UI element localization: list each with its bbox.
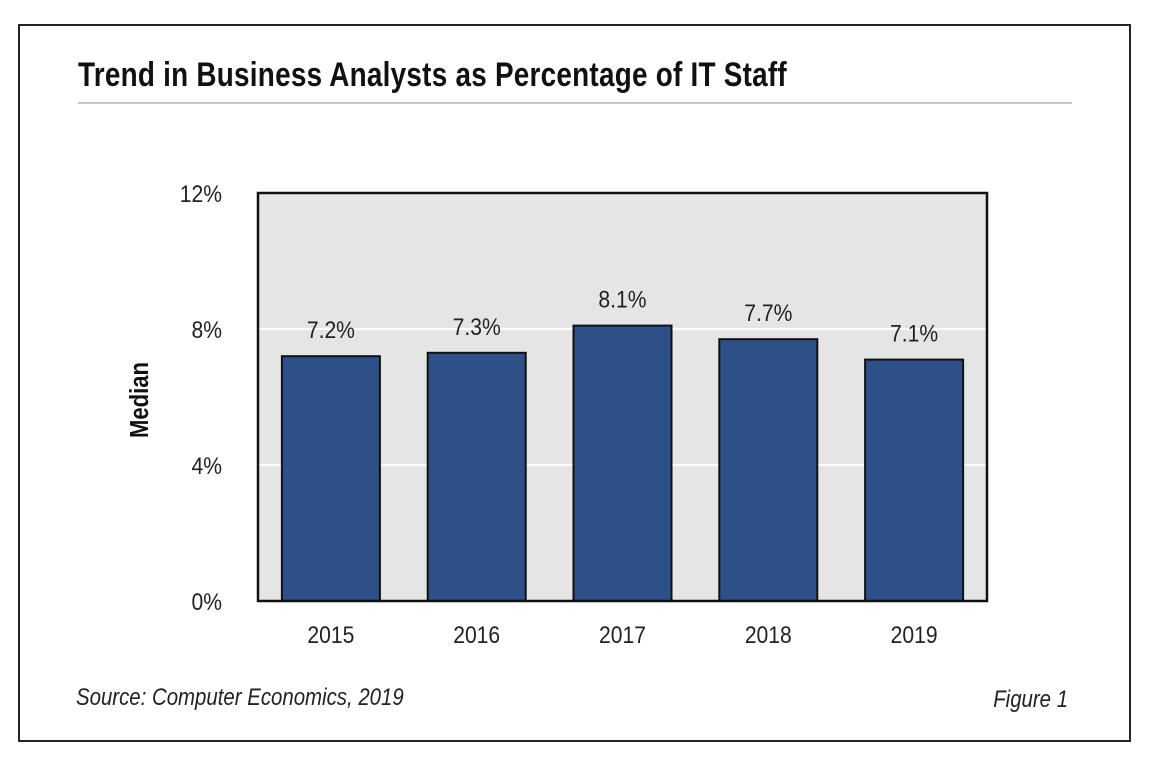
x-tick-label: 2015: [307, 622, 354, 649]
figure-label: Figure 1: [993, 686, 1068, 713]
y-tick-label: 8%: [191, 317, 222, 344]
x-tick-label: 2018: [745, 622, 792, 649]
y-tick-label: 4%: [191, 453, 222, 480]
plot-border: [256, 191, 989, 603]
data-label: 7.3%: [453, 314, 501, 341]
data-label: 8.1%: [598, 286, 646, 313]
x-tick-label: 2017: [599, 622, 646, 649]
bar-2015: [280, 355, 381, 603]
y-tick-label: 12%: [180, 181, 222, 208]
data-label: 7.2%: [307, 317, 355, 344]
x-tick-label: 2019: [891, 622, 938, 649]
bar-2019: [864, 358, 965, 602]
y-axis-label: Median: [125, 362, 154, 438]
bar-2016: [426, 351, 527, 602]
chart-frame: [18, 24, 1131, 742]
bar-2018: [718, 338, 819, 602]
chart-title: Trend in Business Analysts as Percentage…: [78, 56, 787, 94]
source-note: Source: Computer Economics, 2019: [76, 684, 404, 711]
data-label: 7.7%: [744, 300, 792, 327]
y-tick-label: 0%: [191, 589, 222, 616]
title-divider: [78, 102, 1072, 104]
data-label: 7.1%: [890, 320, 938, 347]
x-tick-label: 2016: [453, 622, 500, 649]
bar-2017: [572, 324, 673, 602]
